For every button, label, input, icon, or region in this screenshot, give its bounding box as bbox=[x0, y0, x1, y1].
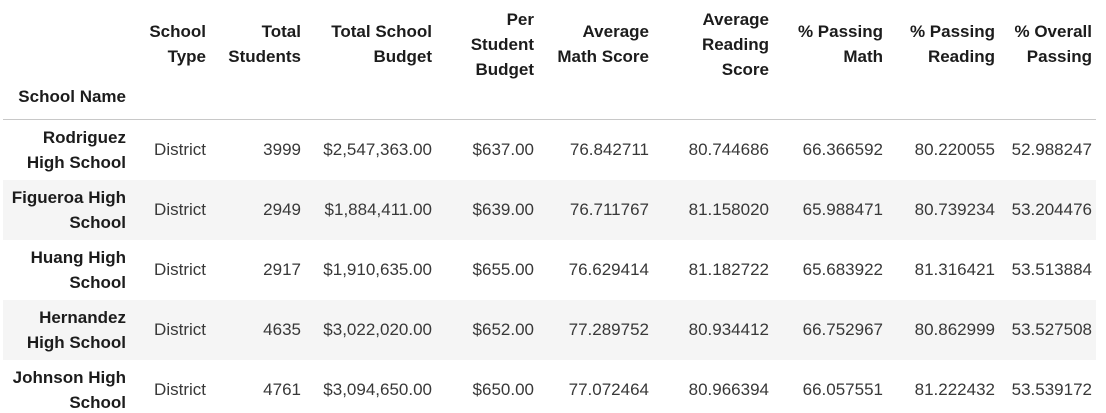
value-cell: District bbox=[154, 380, 206, 399]
column-header: Average Math Score bbox=[538, 0, 653, 84]
value-cell: 53.204476 bbox=[1011, 200, 1092, 219]
value-cell: District bbox=[154, 260, 206, 279]
value-cell: 4761 bbox=[263, 380, 301, 399]
column-header-label: % Overall Passing bbox=[1014, 22, 1093, 66]
value-cell: District bbox=[154, 320, 206, 339]
value-cell: 76.629414 bbox=[568, 260, 649, 279]
column-header-label: Per Student Budget bbox=[470, 9, 534, 79]
value-cell: $637.00 bbox=[472, 140, 534, 160]
value-cell: 53.527508 bbox=[1011, 320, 1092, 339]
value-cell: 65.988471 bbox=[802, 200, 883, 219]
table-row: Figueroa High School District 2949 $1,884,4… bbox=[3, 179, 1096, 240]
value-cell: 52.988247 bbox=[1011, 140, 1092, 160]
value-cell: $1,910,635.00 bbox=[323, 260, 432, 279]
value-cell: 80.220055 bbox=[914, 140, 995, 160]
school-name: Johnson High School bbox=[12, 367, 126, 412]
value-cell: 81.222432 bbox=[914, 380, 995, 399]
table-header: School Type Total Students Total School Bu… bbox=[3, 0, 1096, 120]
index-corner-cell bbox=[3, 0, 130, 84]
value-cell: District bbox=[154, 200, 206, 219]
school-name: Huang High School bbox=[30, 247, 126, 292]
index-name-header: School Name bbox=[3, 84, 130, 120]
value-cell: 4635 bbox=[263, 320, 301, 339]
column-header: Total School Budget bbox=[305, 0, 436, 84]
value-cell: 81.316421 bbox=[914, 260, 995, 279]
column-header-label: Average Reading Score bbox=[701, 9, 769, 79]
column-header: % Passing Reading bbox=[887, 0, 999, 84]
value-cell: 53.513884 bbox=[1011, 260, 1092, 279]
table-row: Johnson High School District 4761 $3,094,65… bbox=[3, 360, 1096, 413]
value-cell: 80.739234 bbox=[914, 200, 995, 219]
table-row: Hernandez High School District 4635 $3,022,… bbox=[3, 299, 1096, 360]
column-header-row: School Type Total Students Total School Bu… bbox=[3, 0, 1096, 84]
column-header-label: School Type bbox=[149, 22, 206, 66]
column-header-label: Average Math Score bbox=[557, 22, 649, 66]
value-cell: 80.934412 bbox=[688, 320, 769, 339]
school-name-cell: Figueroa High School bbox=[3, 180, 130, 240]
value-cell: 76.711767 bbox=[569, 200, 649, 219]
value-cell: 80.744686 bbox=[688, 140, 769, 160]
school-name: Hernandez High School bbox=[26, 307, 126, 352]
value-cell: 3999 bbox=[263, 140, 301, 160]
value-cell: $2,547,363.00 bbox=[323, 140, 432, 160]
table-body: Rodriguez High School District 3999 $2,547,… bbox=[3, 120, 1096, 413]
column-header: Total Students bbox=[210, 0, 305, 84]
value-cell: 2949 bbox=[263, 200, 301, 219]
column-header: % Overall Passing bbox=[999, 0, 1096, 84]
value-cell: 80.966394 bbox=[688, 380, 769, 399]
column-header: % Passing Math bbox=[773, 0, 887, 84]
column-header: Per Student Budget bbox=[436, 0, 538, 84]
school-name-cell: Rodriguez High School bbox=[3, 120, 130, 180]
value-cell: 77.289752 bbox=[568, 320, 649, 339]
table-row: Huang High School District 2917 $1,910,635.… bbox=[3, 240, 1096, 300]
school-name: Rodriguez High School bbox=[26, 127, 126, 172]
column-header-label: Total School Budget bbox=[331, 22, 432, 66]
value-cell: $652.00 bbox=[472, 320, 534, 339]
value-cell: 76.842711 bbox=[569, 140, 649, 160]
school-name-cell: Johnson High School bbox=[3, 360, 130, 413]
column-header-label: % Passing Reading bbox=[909, 22, 995, 66]
value-cell: $655.00 bbox=[472, 260, 534, 279]
value-cell: $650.00 bbox=[472, 380, 534, 399]
column-header: Average Reading Score bbox=[653, 0, 773, 84]
value-cell: 80.862999 bbox=[914, 320, 995, 339]
column-header-label: % Passing Math bbox=[797, 22, 883, 66]
value-cell: 53.539172 bbox=[1011, 380, 1092, 399]
index-row-filler bbox=[130, 84, 1096, 120]
school-name: Figueroa High School bbox=[11, 187, 126, 232]
value-cell: 81.158020 bbox=[688, 200, 769, 219]
value-cell: $3,094,650.00 bbox=[323, 380, 432, 399]
value-cell: 66.752967 bbox=[802, 320, 883, 339]
value-cell: $1,884,411.00 bbox=[324, 200, 432, 219]
value-cell: 65.683922 bbox=[802, 260, 883, 279]
table-row: Rodriguez High School District 3999 $2,547,… bbox=[3, 120, 1096, 180]
column-header-label: Total Students bbox=[228, 22, 301, 66]
value-cell: 66.366592 bbox=[802, 140, 883, 160]
value-cell: 81.182722 bbox=[688, 260, 769, 279]
value-cell: $639.00 bbox=[472, 200, 534, 219]
schools-summary-table: School Type Total Students Total School Bu… bbox=[3, 0, 1096, 413]
school-name-cell: Huang High School bbox=[3, 240, 130, 300]
index-name-row: School Name bbox=[3, 84, 1096, 120]
value-cell: 66.057551 bbox=[802, 380, 883, 399]
value-cell: $3,022,020.00 bbox=[323, 320, 432, 339]
value-cell: 77.072464 bbox=[568, 380, 649, 399]
value-cell: District bbox=[154, 140, 206, 160]
column-header: School Type bbox=[130, 0, 210, 84]
value-cell: 2917 bbox=[263, 260, 301, 279]
school-name-cell: Hernandez High School bbox=[3, 300, 130, 360]
